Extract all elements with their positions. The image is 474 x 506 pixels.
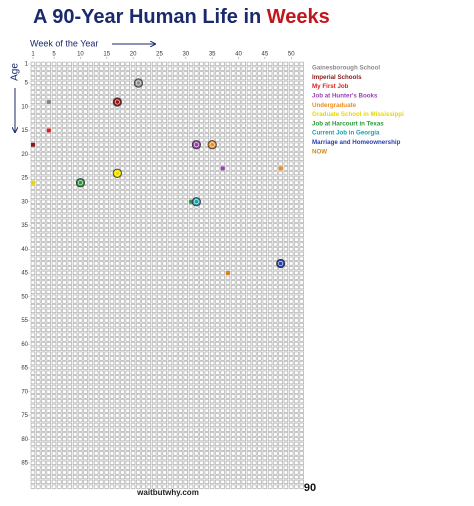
y-tick-label: 45 <box>21 271 28 277</box>
legend-entry: Current Job in Georgia <box>312 130 380 137</box>
event-marker <box>220 166 225 171</box>
y-tick-label: 20 <box>21 152 28 158</box>
y-tick-label: 30 <box>21 199 28 205</box>
y-tick-label: 50 <box>21 294 28 300</box>
chart-title: A 90-Year Human Life in Weeks <box>33 6 330 28</box>
event-ring <box>114 99 120 105</box>
event-marker <box>278 166 283 171</box>
event-marker <box>225 271 230 275</box>
event-marker <box>207 140 217 150</box>
x-tick-label: 5 <box>52 52 56 58</box>
y-tick-label: 40 <box>21 247 28 253</box>
legend-entry: Imperial Schools <box>312 74 362 81</box>
event-ring <box>114 170 120 176</box>
event-marker <box>191 197 201 207</box>
y-tick-label: 65 <box>21 366 28 372</box>
x-tick-label: 10 <box>77 52 84 58</box>
y-tick-label: 1 <box>25 62 29 68</box>
event-ring <box>278 260 284 266</box>
y-tick-label: 15 <box>21 128 28 134</box>
legend-entry: Undergraduate <box>312 102 357 109</box>
x-tick-label: 25 <box>156 52 163 58</box>
x-tick-label: 45 <box>262 52 269 58</box>
y-tick-label: 85 <box>21 461 28 467</box>
event-ring <box>77 180 83 186</box>
event-marker <box>75 178 86 188</box>
y-axis-label: Age <box>10 63 21 81</box>
event-marker <box>46 100 51 104</box>
event-ring <box>193 199 199 205</box>
event-marker <box>133 78 143 88</box>
y-tick-label: 35 <box>21 223 28 229</box>
legend-entry: NOW <box>312 148 327 155</box>
title-text: A 90-Year Human Life in <box>33 6 267 28</box>
x-tick-label: 40 <box>235 52 242 58</box>
y-tick-label: 80 <box>21 437 28 443</box>
x-tick-label: 35 <box>209 52 216 58</box>
legend-entry: Gainesborough School <box>312 65 380 72</box>
x-tick-label: 50 <box>288 52 295 58</box>
y-tick-label: 10 <box>21 104 28 110</box>
final-age: 90 <box>304 482 316 494</box>
event-marker <box>31 180 35 185</box>
legend-entry: Marriage and Homeownership <box>312 139 401 146</box>
event-marker <box>112 97 122 107</box>
legend-entry: My First Job <box>312 83 349 90</box>
event-marker <box>276 258 286 269</box>
event-ring <box>135 80 141 86</box>
legend-entry: Graduate School in Mississippi <box>312 111 404 118</box>
event-marker <box>191 140 201 150</box>
week-grid <box>30 61 305 490</box>
legend-entry: Job at Harcourt in Texas <box>312 120 384 127</box>
source: waitbutwhy.com <box>136 488 199 497</box>
event-ring <box>209 142 215 148</box>
event-marker <box>189 199 194 204</box>
x-tick-label: 1 <box>31 52 35 58</box>
x-axis-label: Week of the Year <box>30 38 98 48</box>
x-tick-label: 15 <box>103 52 110 58</box>
y-tick-label: 25 <box>21 176 28 182</box>
event-marker <box>112 168 122 178</box>
x-tick-label: 20 <box>130 52 137 58</box>
y-tick-label: 5 <box>25 81 29 87</box>
legend-entry: Job at Hunter's Books <box>312 93 378 100</box>
title-highlight: Weeks <box>267 6 330 28</box>
event-ring <box>193 142 199 148</box>
y-tick-label: 75 <box>21 413 28 419</box>
y-tick-label: 70 <box>21 389 28 395</box>
event-marker <box>46 128 51 133</box>
y-tick-label: 55 <box>21 318 28 324</box>
event-marker <box>31 142 35 147</box>
y-tick-label: 60 <box>21 342 28 348</box>
x-tick-label: 30 <box>182 52 189 58</box>
